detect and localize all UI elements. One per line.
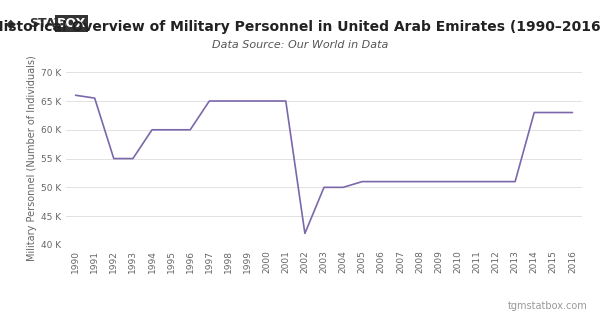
Text: Historical Overview of Military Personnel in United Arab Emirates (1990–2016): Historical Overview of Military Personne… (0, 19, 600, 34)
Text: STAT: STAT (29, 17, 62, 30)
Y-axis label: Military Personnel (Number of Individuals): Military Personnel (Number of Individual… (27, 56, 37, 262)
Text: BOX: BOX (56, 17, 86, 30)
Text: ◆: ◆ (6, 17, 16, 30)
Text: Data Source: Our World in Data: Data Source: Our World in Data (212, 40, 388, 50)
Text: tgmstatbox.com: tgmstatbox.com (508, 301, 588, 311)
